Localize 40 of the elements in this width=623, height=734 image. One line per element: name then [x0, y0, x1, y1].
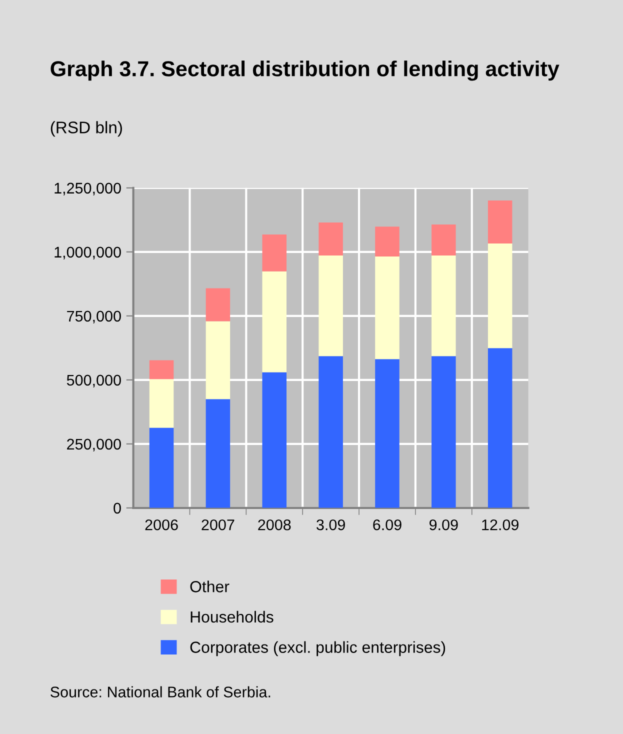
- legend-label: Other: [190, 580, 230, 592]
- bar: [149, 379, 174, 428]
- x-tick-label: 9.09: [430, 519, 458, 530]
- legend-label: Corporates (excl. public enterprises): [190, 641, 446, 656]
- bar: [206, 288, 230, 322]
- bar: [262, 372, 287, 508]
- x-tick-label: 6.09: [373, 519, 402, 530]
- y-tick-label: 0: [114, 502, 121, 514]
- bar: [318, 356, 343, 508]
- bar: [262, 271, 287, 372]
- bar: [206, 321, 230, 400]
- bar: [149, 428, 174, 508]
- x-tick-label: 3.09: [316, 519, 345, 530]
- x-tick-label: 12.09: [482, 519, 518, 530]
- x-tick-label: 2008: [258, 519, 291, 530]
- chart-title: Graph 3.7. Sectoral distribution of lending activity: [50, 60, 560, 81]
- bar: [318, 255, 343, 356]
- y-tick-label: 250,000: [67, 438, 121, 452]
- y-tick-label: 750,000: [67, 310, 121, 324]
- bar: [488, 200, 512, 244]
- bar: [432, 356, 456, 508]
- bar: [375, 256, 400, 360]
- bar: [488, 348, 512, 508]
- x-tick-label: 2006: [145, 519, 178, 530]
- bar: [262, 234, 287, 272]
- bar: [375, 359, 400, 508]
- bar: [318, 222, 343, 256]
- y-tick-label: 500,000: [66, 374, 121, 388]
- y-tick-label: 1,250,000: [54, 182, 121, 196]
- legend-label: Households: [190, 610, 274, 623]
- bar: [432, 255, 456, 356]
- source-note: Source: National Bank of Serbia.: [50, 686, 270, 698]
- bar: [432, 224, 456, 256]
- x-tick-label: 2007: [202, 519, 234, 530]
- y-tick-label: 1,000,000: [54, 246, 121, 260]
- chart-subtitle: (RSD bln): [50, 121, 122, 137]
- bar: [149, 360, 174, 380]
- bar: [206, 399, 230, 508]
- bar: [488, 243, 512, 348]
- bar: [375, 226, 400, 257]
